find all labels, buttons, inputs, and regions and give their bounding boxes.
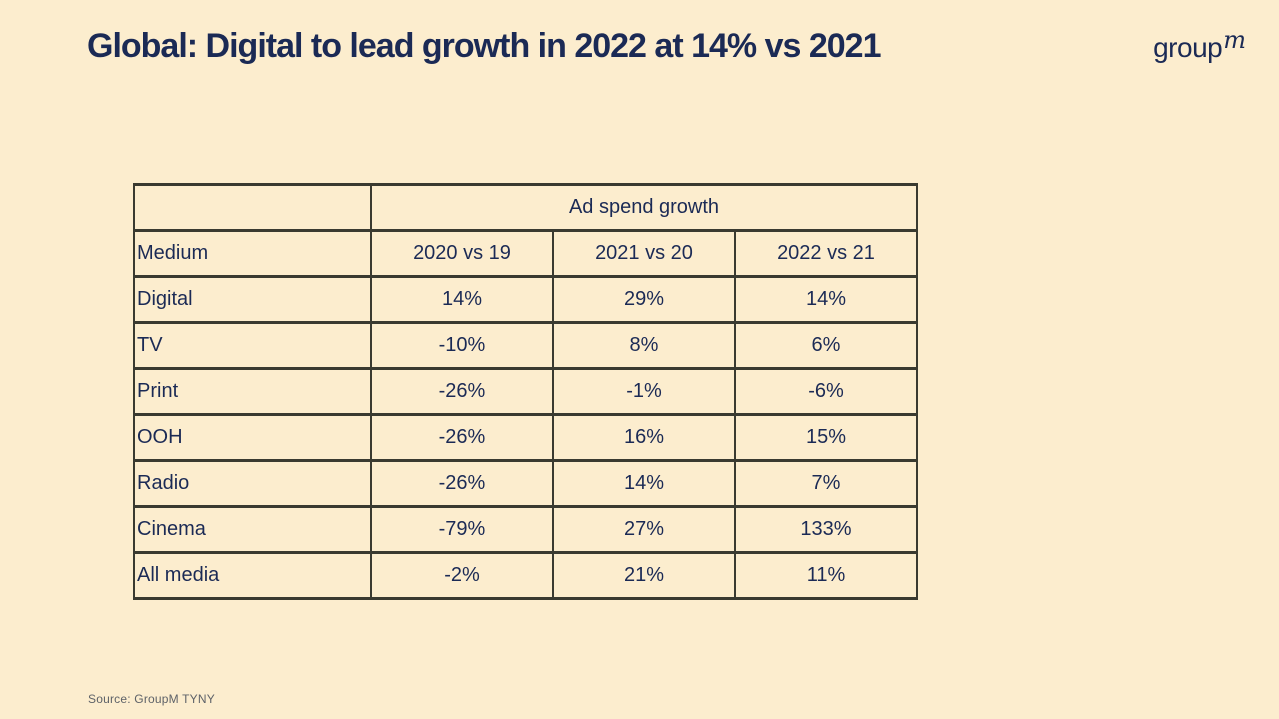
column-header-2022: 2022 vs 21 [734, 229, 918, 278]
value-cell: 29% [552, 275, 736, 324]
column-header-medium: Medium [133, 229, 372, 278]
column-header-2020: 2020 vs 19 [370, 229, 554, 278]
value-cell: 16% [552, 413, 736, 462]
value-cell: 27% [552, 505, 736, 554]
value-cell: 11% [734, 551, 918, 600]
value-cell: 7% [734, 459, 918, 508]
column-header-2021: 2021 vs 20 [552, 229, 736, 278]
table-row-tv: TV -10% 8% 6% [133, 321, 918, 370]
value-cell: -1% [552, 367, 736, 416]
ad-spend-growth-table: Ad spend growth Medium 2020 vs 19 2021 v… [133, 183, 918, 600]
value-cell: 6% [734, 321, 918, 370]
value-cell: -26% [370, 413, 554, 462]
table-row-all-media: All media -2% 21% 11% [133, 551, 918, 600]
groupm-logo-m: m [1223, 26, 1246, 54]
value-cell: 14% [734, 275, 918, 324]
value-cell: -2% [370, 551, 554, 600]
value-cell: 8% [552, 321, 736, 370]
value-cell: -10% [370, 321, 554, 370]
value-cell: -6% [734, 367, 918, 416]
table-row-ooh: OOH -26% 16% 15% [133, 413, 918, 462]
value-cell: 21% [552, 551, 736, 600]
table-row-digital: Digital 14% 29% 14% [133, 275, 918, 324]
value-cell: -26% [370, 367, 554, 416]
table-row-cinema: Cinema -79% 27% 133% [133, 505, 918, 554]
group-header-cell: Ad spend growth [370, 183, 918, 232]
medium-label: OOH [133, 413, 372, 462]
table-column-header-row: Medium 2020 vs 19 2021 vs 20 2022 vs 21 [133, 229, 918, 278]
value-cell: -26% [370, 459, 554, 508]
medium-label: All media [133, 551, 372, 600]
source-note: Source: GroupM TYNY [88, 692, 215, 706]
table-row-print: Print -26% -1% -6% [133, 367, 918, 416]
groupm-logo: groupm [1153, 26, 1246, 64]
empty-corner-cell [133, 183, 372, 232]
value-cell: 14% [370, 275, 554, 324]
value-cell: 15% [734, 413, 918, 462]
table-row-radio: Radio -26% 14% 7% [133, 459, 918, 508]
value-cell: 133% [734, 505, 918, 554]
groupm-logo-text: group [1153, 32, 1223, 63]
table-group-header-row: Ad spend growth [133, 183, 918, 232]
medium-label: TV [133, 321, 372, 370]
medium-label: Print [133, 367, 372, 416]
medium-label: Cinema [133, 505, 372, 554]
medium-label: Radio [133, 459, 372, 508]
slide-title: Global: Digital to lead growth in 2022 a… [87, 27, 881, 65]
value-cell: -79% [370, 505, 554, 554]
value-cell: 14% [552, 459, 736, 508]
medium-label: Digital [133, 275, 372, 324]
